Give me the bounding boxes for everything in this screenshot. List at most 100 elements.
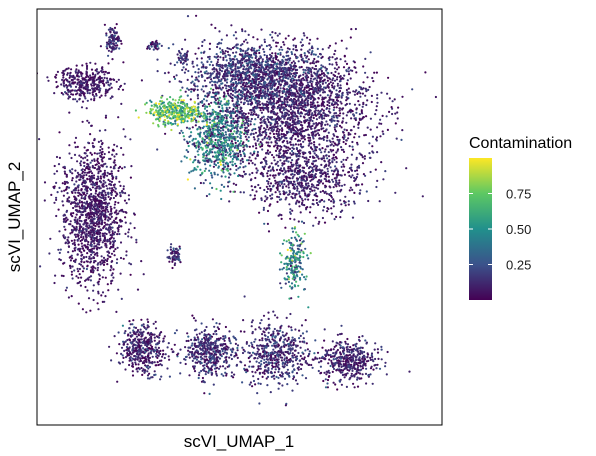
point (251, 46, 254, 50)
point (301, 134, 304, 138)
point (323, 205, 326, 208)
point (223, 70, 227, 73)
point (222, 95, 226, 98)
point (318, 122, 321, 125)
point (260, 161, 263, 164)
point (353, 66, 356, 69)
point (264, 159, 267, 162)
point (222, 58, 225, 62)
point (330, 92, 333, 95)
point (248, 173, 251, 176)
point (300, 137, 303, 140)
point (300, 65, 303, 69)
point (291, 177, 294, 180)
point (362, 101, 365, 104)
point (182, 66, 185, 69)
point (229, 48, 233, 51)
point (338, 75, 341, 79)
point (246, 130, 250, 134)
point (205, 121, 209, 124)
point (247, 100, 250, 103)
point (295, 49, 299, 52)
point (305, 77, 308, 80)
point (346, 97, 349, 100)
point (255, 113, 258, 116)
point (48, 252, 51, 255)
point (204, 105, 207, 108)
point (258, 68, 261, 71)
point (275, 102, 278, 105)
point (277, 80, 280, 83)
point (223, 156, 226, 159)
point (89, 133, 92, 136)
point (282, 154, 285, 157)
point (344, 195, 347, 198)
point (312, 116, 315, 120)
point (323, 135, 326, 138)
point (252, 132, 255, 135)
point (235, 51, 238, 54)
point (303, 34, 306, 37)
point (336, 138, 339, 141)
point (292, 38, 295, 41)
point (276, 112, 279, 115)
point (361, 105, 364, 108)
point (192, 143, 196, 146)
point (328, 56, 331, 59)
point (340, 174, 343, 177)
point (241, 91, 244, 94)
point (267, 115, 270, 118)
point (217, 151, 220, 154)
point (265, 133, 268, 136)
point (203, 138, 206, 141)
point (326, 79, 329, 82)
point (220, 79, 223, 82)
point (296, 129, 300, 132)
point (397, 106, 400, 109)
point (306, 160, 309, 163)
point (313, 189, 316, 192)
point (306, 118, 309, 122)
point (301, 44, 304, 47)
point (282, 76, 285, 79)
point (159, 100, 162, 103)
point (60, 190, 63, 193)
point (257, 96, 260, 99)
point (267, 152, 270, 155)
point (234, 67, 237, 70)
point (292, 48, 295, 51)
point (292, 60, 295, 63)
point (287, 156, 290, 159)
point (214, 26, 217, 30)
point (244, 131, 247, 135)
point (342, 163, 345, 166)
point (317, 129, 321, 132)
point (311, 66, 314, 69)
point (192, 89, 196, 92)
point (312, 53, 315, 56)
point (215, 102, 218, 105)
point (219, 129, 222, 132)
point (309, 62, 312, 65)
point (329, 148, 332, 151)
point (391, 112, 394, 116)
point (281, 162, 284, 165)
point (295, 71, 298, 75)
point (355, 107, 358, 110)
point (329, 111, 332, 114)
point (332, 153, 335, 156)
point (216, 61, 219, 64)
point (230, 66, 233, 69)
point (275, 186, 278, 189)
point (250, 97, 253, 100)
point (212, 165, 215, 168)
point (206, 127, 210, 130)
point (325, 192, 328, 195)
point (348, 174, 351, 177)
point (242, 81, 246, 84)
point (258, 211, 261, 214)
point (209, 182, 212, 185)
point (342, 77, 345, 80)
point (225, 117, 228, 120)
